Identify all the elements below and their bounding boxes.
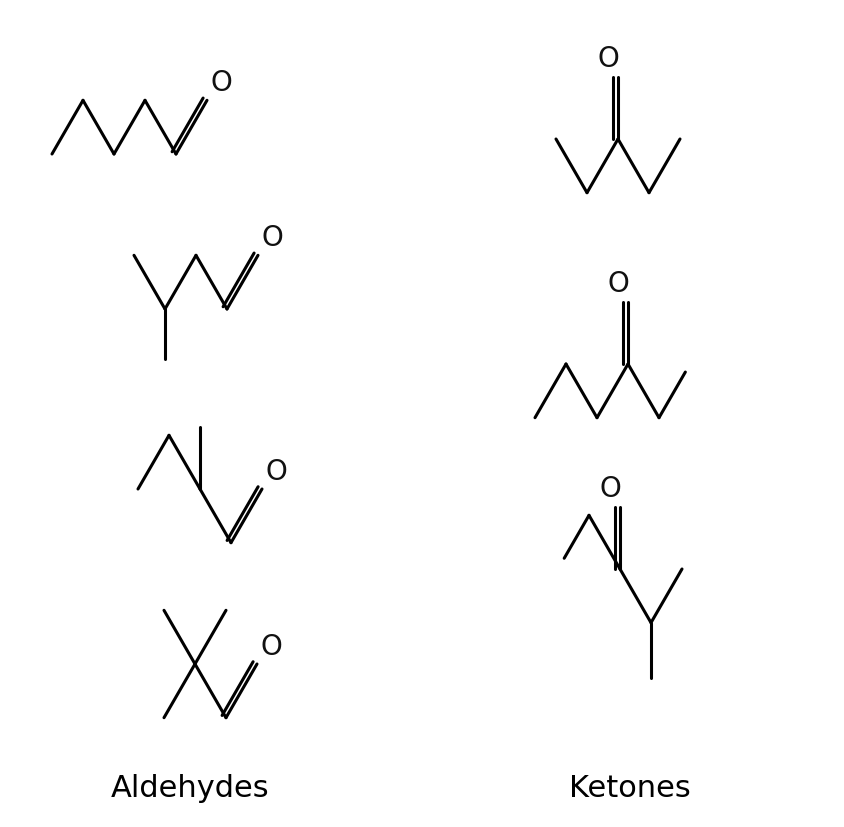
Text: O: O: [606, 270, 628, 298]
Text: O: O: [597, 45, 618, 73]
Text: O: O: [262, 224, 284, 252]
Text: O: O: [261, 632, 283, 660]
Text: O: O: [598, 475, 620, 502]
Text: O: O: [266, 457, 288, 485]
Text: Aldehydes: Aldehydes: [111, 773, 269, 802]
Text: O: O: [211, 69, 232, 98]
Text: Ketones: Ketones: [569, 773, 690, 802]
